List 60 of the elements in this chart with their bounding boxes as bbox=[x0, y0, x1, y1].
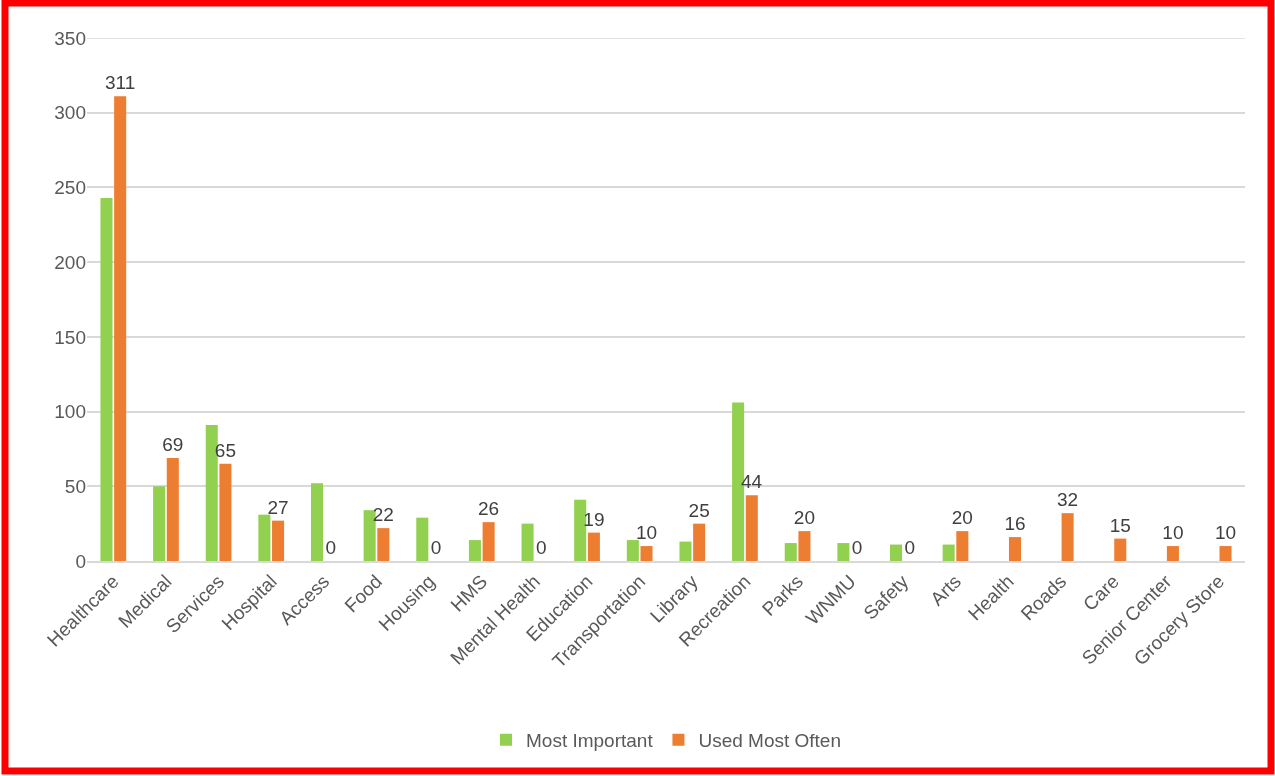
legend-label: Most Important bbox=[526, 730, 654, 752]
data-label: 0 bbox=[851, 537, 863, 558]
bar bbox=[890, 544, 903, 561]
y-tick-label: 50 bbox=[64, 475, 86, 497]
data-label: 26 bbox=[478, 498, 500, 520]
bar bbox=[679, 541, 692, 561]
bar bbox=[100, 197, 113, 561]
bar bbox=[1166, 546, 1179, 561]
x-tick-label: Care bbox=[1078, 570, 1123, 615]
data-label: 25 bbox=[688, 499, 710, 521]
data-label: 10 bbox=[1214, 522, 1237, 544]
bar bbox=[153, 486, 166, 561]
data-label: 0 bbox=[904, 537, 915, 558]
bar bbox=[798, 531, 811, 561]
data-label: 16 bbox=[1004, 513, 1026, 535]
bar bbox=[1219, 546, 1232, 561]
bar bbox=[1061, 513, 1074, 561]
bar bbox=[468, 540, 481, 561]
bar bbox=[1114, 538, 1127, 561]
bar bbox=[272, 520, 285, 561]
bar bbox=[784, 543, 797, 561]
data-label: 15 bbox=[1109, 514, 1131, 536]
data-label: 20 bbox=[793, 507, 816, 529]
bar bbox=[745, 495, 758, 561]
bar bbox=[114, 96, 127, 561]
y-tick-label: 0 bbox=[75, 550, 86, 572]
y-tick-label: 300 bbox=[54, 102, 86, 124]
bar bbox=[587, 532, 600, 561]
bar bbox=[219, 463, 232, 561]
data-label: 69 bbox=[162, 433, 184, 455]
bar bbox=[1008, 537, 1021, 561]
bar bbox=[258, 514, 271, 561]
bar bbox=[626, 540, 639, 561]
y-tick-label: 250 bbox=[54, 177, 86, 199]
y-tick-label: 200 bbox=[54, 251, 86, 273]
bar bbox=[942, 544, 955, 561]
bar bbox=[837, 543, 850, 561]
bar bbox=[956, 531, 969, 561]
bar bbox=[693, 523, 706, 561]
data-label: 32 bbox=[1057, 489, 1079, 511]
data-label: 27 bbox=[267, 496, 289, 518]
data-label: 0 bbox=[535, 537, 547, 558]
bar bbox=[521, 523, 534, 561]
y-tick-label: 350 bbox=[54, 27, 86, 49]
bar bbox=[416, 517, 429, 561]
data-label: 0 bbox=[325, 537, 336, 558]
bar bbox=[482, 522, 495, 561]
data-label: 10 bbox=[1162, 522, 1184, 544]
data-label: 20 bbox=[951, 507, 973, 529]
bar bbox=[640, 546, 653, 561]
bar bbox=[377, 528, 390, 561]
data-label: 311 bbox=[105, 72, 136, 94]
bar bbox=[311, 483, 324, 561]
data-label: 0 bbox=[430, 537, 442, 558]
y-tick-label: 100 bbox=[54, 401, 86, 423]
x-tick-label: Arts bbox=[926, 570, 966, 610]
y-tick-label: 150 bbox=[54, 326, 86, 348]
bar bbox=[166, 457, 179, 561]
data-label: 10 bbox=[635, 522, 658, 544]
legend-label: Used Most Often bbox=[698, 730, 841, 752]
